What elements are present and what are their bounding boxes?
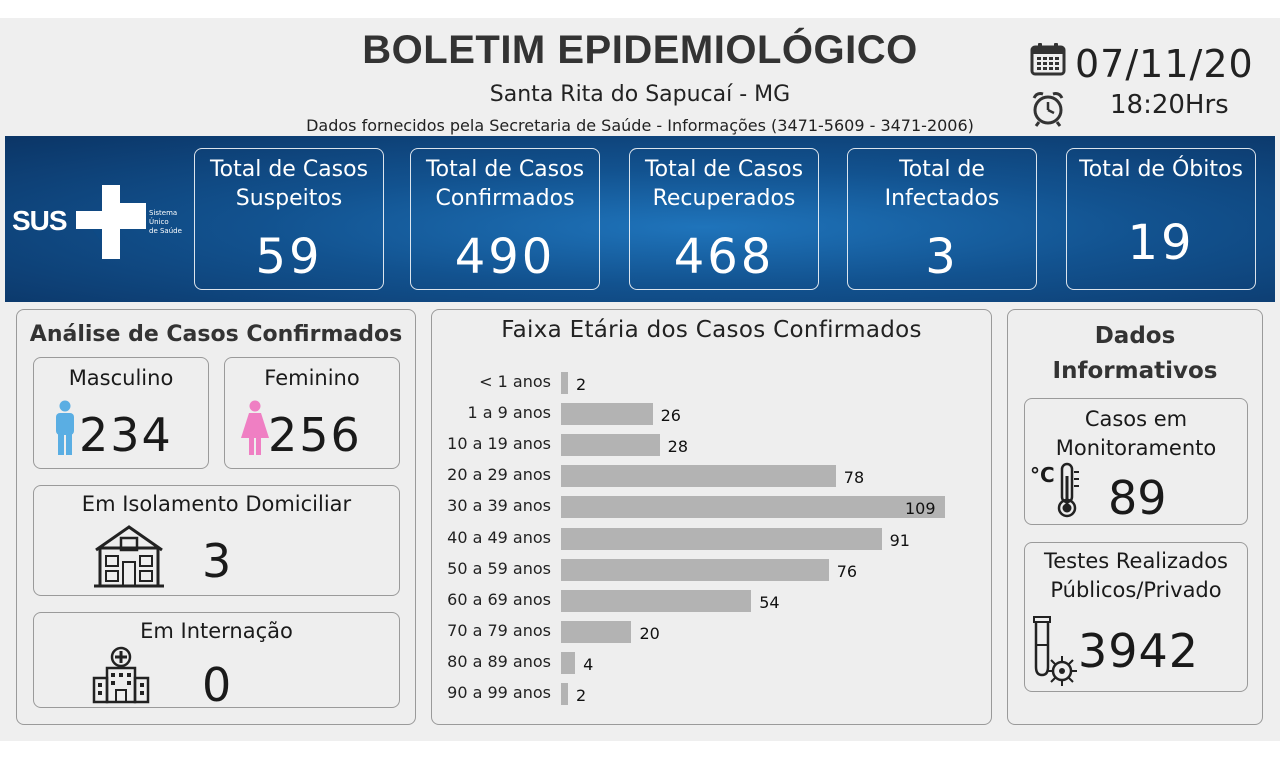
isolation-value: 3 bbox=[202, 534, 232, 588]
tests-card bbox=[1024, 542, 1248, 692]
age-label: 80 a 89 anos bbox=[447, 651, 551, 671]
age-bar bbox=[561, 683, 569, 705]
card-infected-label-2: Infectados bbox=[884, 186, 1000, 211]
card-confirmed: Total de Casos Confirmados 490 bbox=[410, 148, 600, 290]
city-subtitle: Santa Rita do Sapucaí - MG bbox=[489, 82, 791, 107]
age-bar-value: 54 bbox=[759, 592, 780, 612]
age-label: 50 a 59 anos bbox=[447, 558, 551, 578]
hospital-value: 0 bbox=[202, 658, 232, 712]
male-label: Masculino bbox=[68, 366, 174, 390]
age-bar-value: 91 bbox=[889, 530, 910, 550]
age-label: 40 a 49 anos bbox=[447, 527, 551, 547]
age-bar bbox=[561, 651, 576, 674]
card-suspected-label-1: Total de Casos bbox=[209, 157, 369, 182]
isolation-card bbox=[33, 485, 400, 596]
age-label: 90 a 99 anos bbox=[447, 683, 551, 702]
age-bar-value: 78 bbox=[843, 468, 865, 488]
calendar-icon bbox=[1030, 43, 1066, 76]
tests-value: 3942 bbox=[1078, 624, 1200, 678]
male-icon bbox=[56, 400, 74, 455]
age-bar-value: 76 bbox=[836, 561, 858, 581]
test-tube-icon bbox=[1033, 616, 1051, 677]
female-label: Feminino bbox=[264, 366, 360, 390]
hospital-label: Em Internação bbox=[140, 619, 293, 643]
age-bar bbox=[561, 434, 660, 457]
tests-label-1: Testes Realizados bbox=[1043, 549, 1228, 573]
analysis-title: Análise de Casos Confirmados bbox=[29, 322, 403, 347]
sus-logo-line-3: de Saúde bbox=[149, 227, 182, 235]
tests-label: Testes Realizados Públicos/Privado bbox=[1024, 547, 1248, 605]
monitoring-label-2: Monitoramento bbox=[1055, 436, 1217, 460]
isolation-label: Em Isolamento Domiciliar bbox=[81, 492, 352, 516]
age-bar-value: 4 bbox=[583, 654, 594, 674]
monitoring-label: Casos em Monitoramento bbox=[1024, 405, 1248, 463]
age-label: 70 a 79 anos bbox=[447, 620, 551, 640]
info-title-line-1: Dados bbox=[1094, 323, 1176, 349]
bulletin-date: 07/11/20 bbox=[1075, 42, 1254, 86]
card-recovered-label-2: Recuperados bbox=[652, 186, 796, 211]
card-deaths-label-1: Total de Óbitos bbox=[1079, 157, 1243, 182]
age-label: 30 a 39 anos bbox=[447, 496, 551, 516]
age-bar-value: 26 bbox=[660, 406, 681, 426]
age-bar bbox=[561, 372, 569, 394]
age-chart-title: Faixa Etária dos Casos Confirmados bbox=[501, 317, 922, 343]
age-label: < 1 anos bbox=[479, 372, 551, 391]
monitoring-value: 89 bbox=[1108, 471, 1167, 525]
age-bar bbox=[561, 558, 829, 581]
age-bar bbox=[561, 403, 653, 426]
monitoring-label-1: Casos em bbox=[1084, 407, 1188, 431]
bulletin-time: 18:20Hrs bbox=[1110, 90, 1229, 120]
page-title: BOLETIM EPIDEMIOLÓGICO bbox=[362, 28, 918, 72]
sus-logo-line-2: Único bbox=[149, 218, 169, 226]
male-value: 234 bbox=[79, 408, 173, 462]
age-label: 1 a 9 anos bbox=[467, 403, 552, 423]
age-label: 20 a 29 anos bbox=[447, 465, 551, 485]
age-bar-value: 2 bbox=[576, 686, 587, 705]
age-bar-value: 2 bbox=[576, 375, 587, 394]
card-confirmed-value: 490 bbox=[454, 229, 556, 285]
totals-banner bbox=[5, 136, 1275, 302]
card-recovered: Total de Casos Recuperados 468 bbox=[629, 148, 819, 290]
card-confirmed-label-2: Confirmados bbox=[435, 186, 575, 211]
virus-icon bbox=[1047, 656, 1077, 686]
card-deaths-value: 19 bbox=[1127, 215, 1195, 271]
card-suspected-value: 59 bbox=[255, 229, 323, 285]
card-suspected-label-2: Suspeitos bbox=[235, 186, 343, 211]
sus-logo-line-1: Sistema bbox=[149, 209, 178, 217]
temperature-unit: °C bbox=[1030, 463, 1055, 487]
card-infected: Total de Infectados 3 bbox=[847, 148, 1037, 290]
age-bar-value: 20 bbox=[639, 623, 660, 643]
thermometer-icon bbox=[1057, 462, 1079, 518]
age-label: 60 a 69 anos bbox=[447, 589, 551, 609]
tests-label-2: Públicos/Privado bbox=[1050, 578, 1222, 602]
card-suspected: Total de Casos Suspeitos 59 bbox=[194, 148, 384, 290]
sus-logo: SUS Sistema Único de Saúde bbox=[12, 183, 192, 263]
age-bar-value: 109 bbox=[905, 499, 936, 519]
card-recovered-label-1: Total de Casos bbox=[644, 157, 804, 182]
info-title: Dados Informativos bbox=[1007, 319, 1263, 389]
female-value: 256 bbox=[268, 408, 362, 462]
card-infected-label-1: Total de bbox=[899, 157, 985, 182]
card-infected-value: 3 bbox=[925, 229, 959, 285]
age-bar bbox=[561, 620, 632, 643]
age-bar bbox=[561, 589, 752, 612]
age-bar bbox=[561, 496, 945, 519]
age-bar-value: 28 bbox=[667, 437, 688, 457]
hospital-icon bbox=[92, 646, 150, 704]
female-icon bbox=[241, 400, 269, 455]
age-label: 10 a 19 anos bbox=[447, 434, 551, 454]
card-recovered-value: 468 bbox=[673, 229, 775, 285]
sus-logo-text: SUS bbox=[12, 205, 68, 236]
clock-icon bbox=[1032, 92, 1064, 127]
age-bar bbox=[561, 527, 882, 550]
age-bar bbox=[561, 465, 836, 488]
house-icon bbox=[94, 525, 164, 588]
info-title-line-2: Informativos bbox=[1052, 358, 1218, 384]
card-deaths: Total de Óbitos 19 bbox=[1066, 148, 1256, 290]
card-confirmed-label-1: Total de Casos bbox=[425, 157, 585, 182]
data-source-note: Dados fornecidos pela Secretaria de Saúd… bbox=[306, 116, 974, 135]
